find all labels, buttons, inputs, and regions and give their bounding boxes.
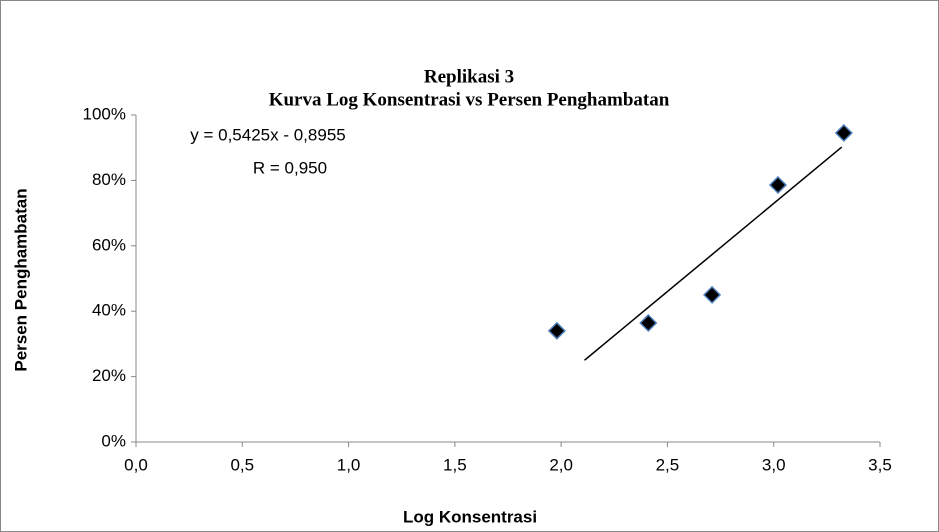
chart-subtitle: Kurva Log Konsentrasi vs Persen Penghamb… bbox=[269, 89, 670, 110]
x-tick-label: 0,5 bbox=[230, 455, 254, 474]
x-tick-label: 3,0 bbox=[762, 455, 786, 474]
trendline bbox=[584, 146, 843, 361]
x-tick-label: 0,0 bbox=[124, 455, 148, 474]
x-tick-label: 2,5 bbox=[656, 455, 680, 474]
x-tick-label: 3,5 bbox=[868, 455, 892, 474]
y-tick-label: 60% bbox=[92, 235, 126, 254]
point bbox=[639, 313, 658, 333]
y-tick-label: 40% bbox=[92, 301, 126, 320]
point bbox=[547, 321, 566, 340]
y-tick-label: 80% bbox=[92, 170, 126, 189]
y-tick-label: 100% bbox=[83, 104, 126, 123]
point bbox=[768, 175, 788, 195]
chart-title: Replikasi 3 bbox=[424, 66, 514, 87]
x-tick-label: 2,0 bbox=[549, 455, 573, 474]
x-tick-label: 1,5 bbox=[443, 455, 467, 474]
x-axis-title: Log Konsentrasi bbox=[403, 507, 537, 526]
y-tick-label: 0% bbox=[101, 431, 126, 450]
y-axis-title: Persen Penghambatan bbox=[11, 188, 30, 371]
equation: y = 0,5425x - 0,8955 bbox=[190, 125, 345, 144]
x-tick-label: 1,0 bbox=[337, 455, 361, 474]
point bbox=[703, 285, 722, 304]
r-value: R = 0,950 bbox=[253, 158, 327, 177]
point bbox=[834, 123, 853, 143]
y-tick-label: 20% bbox=[92, 366, 126, 385]
